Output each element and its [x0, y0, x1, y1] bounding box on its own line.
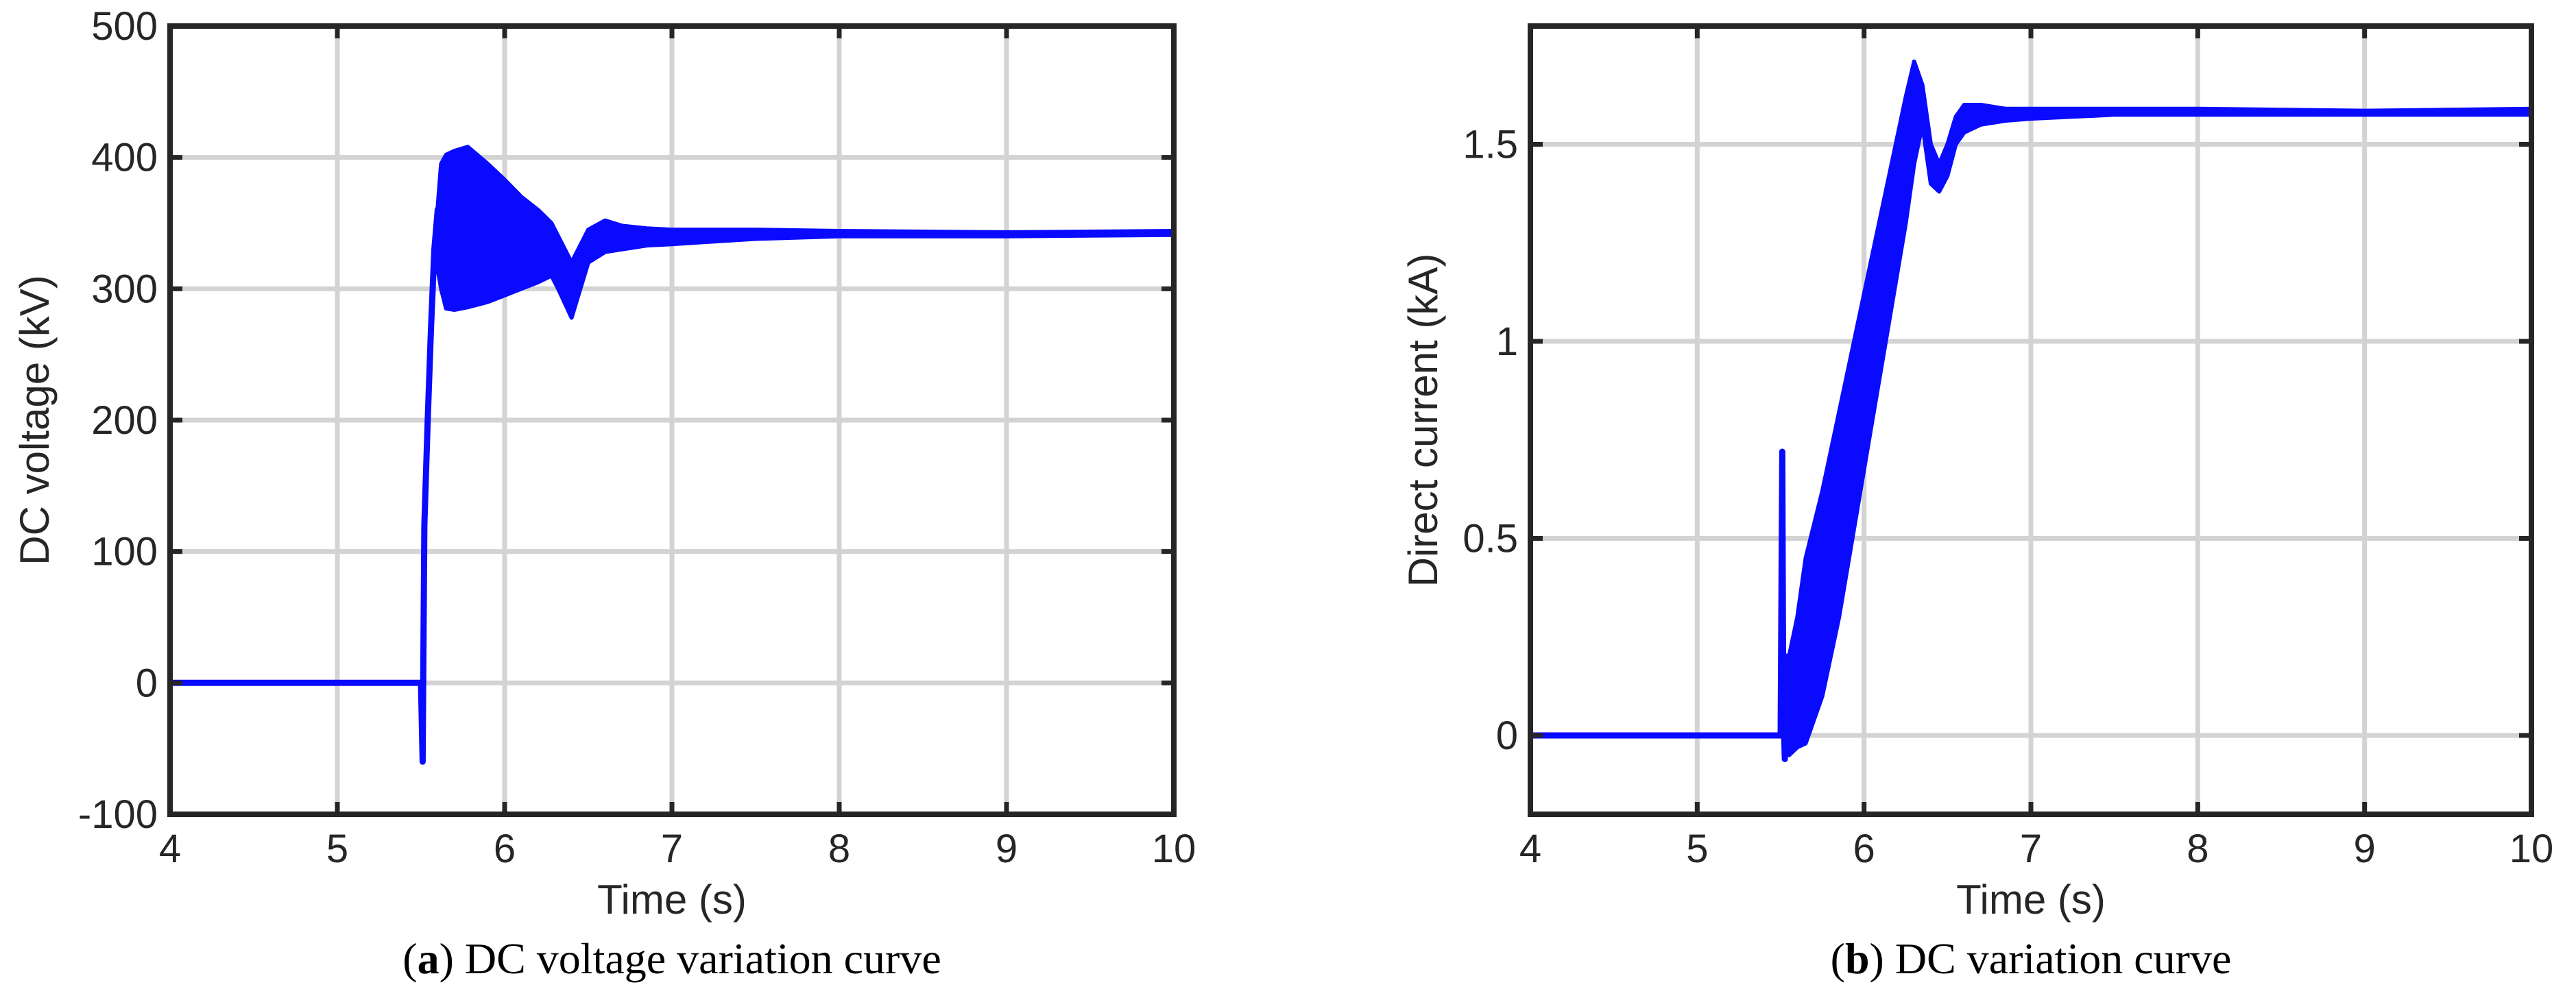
- chart-panel-b: 4 5 6 7 8 9 10 0 0.5 1 1.5 Time (s) Direct current (…: [1400, 23, 2554, 983]
- y-tick-label: 1: [1496, 319, 1518, 364]
- caption-letter: a: [418, 934, 440, 983]
- x-tick-label: 6: [494, 827, 516, 871]
- x-tick-label: 4: [1519, 827, 1541, 871]
- x-tick-label: 7: [661, 827, 683, 871]
- x-tick-label: 10: [2509, 827, 2554, 871]
- x-tick-label: 7: [2020, 827, 2042, 871]
- y-tick-label: 500: [91, 4, 158, 49]
- x-axis-label: Time (s): [597, 877, 747, 923]
- x-tick-label: 6: [1853, 827, 1875, 871]
- y-tick-label: 0: [1496, 714, 1518, 758]
- series-line: [170, 187, 1175, 765]
- x-tick-label: 5: [326, 827, 348, 871]
- x-tick-label: 10: [1152, 827, 1196, 871]
- panel-caption: (b) DC variation curve: [1831, 934, 2232, 983]
- caption-letter: b: [1845, 934, 1870, 983]
- x-tick-label: 9: [996, 827, 1018, 871]
- x-tick-label: 8: [828, 827, 850, 871]
- y-axis-label: DC voltage (kV): [12, 275, 58, 565]
- y-tick-label: 0: [136, 661, 158, 705]
- x-tick-label: 9: [2354, 827, 2376, 871]
- y-tick-label: 300: [91, 267, 158, 311]
- y-tick-label: 100: [91, 530, 158, 574]
- y-tick-label: 400: [91, 136, 158, 180]
- x-axis-label: Time (s): [1956, 877, 2106, 923]
- y-tick-label: 1.5: [1462, 123, 1518, 167]
- x-tick-label: 8: [2187, 827, 2208, 871]
- y-tick-label: -100: [78, 792, 158, 837]
- y-tick-label: 0.5: [1462, 517, 1518, 561]
- x-tick-label: 5: [1686, 827, 1708, 871]
- y-axis-label: Direct current (kA): [1400, 254, 1446, 587]
- panel-caption: (a) DC voltage variation curve: [402, 934, 941, 983]
- y-tick-label: 200: [91, 398, 158, 443]
- chart-panel-a: 4 5 6 7 8 9 10 -100 0 100 200 300 400 500 Time (s) DC v…: [12, 4, 1196, 983]
- series-line: [1530, 66, 2531, 762]
- x-tick-label: 4: [159, 827, 181, 871]
